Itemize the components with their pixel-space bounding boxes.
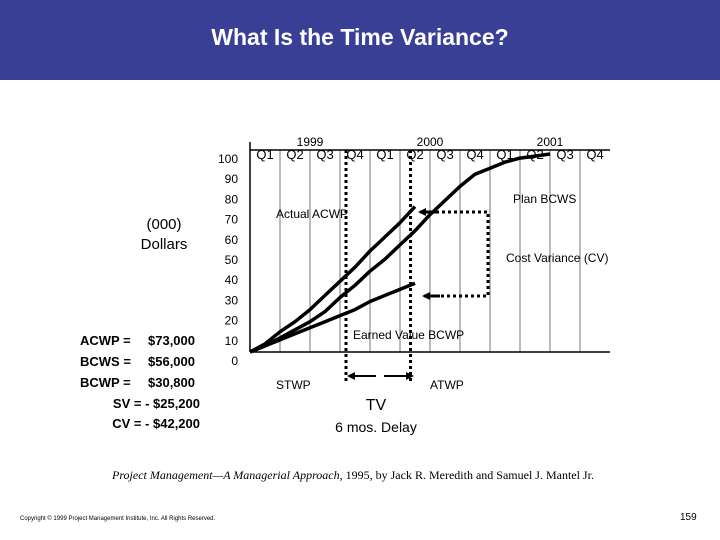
series-line-actual-acwp <box>249 205 417 354</box>
y-tick-label: 90 <box>225 172 239 186</box>
y-tick-label: 50 <box>225 253 239 267</box>
stat-label: BCWP = <box>80 375 131 390</box>
axes <box>249 142 610 353</box>
stat-value: $30,800 <box>148 375 195 390</box>
units-label-line-1: (000) <box>146 216 182 233</box>
year-label: 1999 <box>297 135 324 149</box>
quarter-label: Q1 <box>256 147 273 162</box>
y-tick-label: 30 <box>225 293 239 307</box>
quarter-label: Q3 <box>436 147 453 162</box>
y-tick-label: 60 <box>225 233 239 247</box>
earned-value-label: Earned Value BCWP <box>353 328 464 342</box>
schedule-variance: SV = - $25,200 <box>112 396 200 411</box>
atwp-label: ATWP <box>430 378 464 392</box>
tv-label: TV <box>366 397 387 414</box>
citation-title: Project Management—A Managerial Approach… <box>112 468 343 482</box>
cost-variance-label: Cost Variance (CV) <box>506 251 608 265</box>
cost-variance-bracket <box>424 210 490 298</box>
quarter-label: Q4 <box>586 147 603 162</box>
units-label-line-2: Dollars <box>140 236 188 253</box>
delay-label: 6 mos. Delay <box>335 419 417 435</box>
y-tick-label: 100 <box>218 152 238 166</box>
series <box>249 152 551 354</box>
citation-rest: 1995, by Jack R. Meredith and Samuel J. … <box>342 468 594 482</box>
quarter-label: Q1 <box>496 147 513 162</box>
quarter-label: Q3 <box>316 147 333 162</box>
annotations: Plan BCWS Actual ACWP Cost Variance (CV) Ea… <box>276 150 608 435</box>
stat-value: $56,000 <box>148 354 195 369</box>
citation: Project Management—A Managerial Approach… <box>112 468 594 483</box>
page-number: 159 <box>680 512 697 523</box>
y-tick-label: 10 <box>225 334 239 348</box>
actual-acwp-label: Actual ACWP <box>276 207 348 221</box>
quarter-label: Q4 <box>466 147 483 162</box>
quarter-label: Q2 <box>286 147 303 162</box>
y-tick-label: 20 <box>225 314 239 328</box>
quarter-label: Q4 <box>346 147 363 162</box>
y-tick-label: 80 <box>225 192 239 206</box>
stwp-label: STWP <box>276 378 311 392</box>
series-line-earned-value-bcwp <box>249 281 416 354</box>
stat-label: BCWS = <box>80 354 131 369</box>
quarter-label: Q1 <box>376 147 393 162</box>
cost-variance: CV = - $42,200 <box>112 416 200 431</box>
stat-label: ACWP = <box>80 333 131 348</box>
year-label: 2000 <box>417 135 444 149</box>
stat-value: $73,000 <box>148 333 195 348</box>
year-label: 2001 <box>537 135 564 149</box>
y-tick-label: 40 <box>225 273 239 287</box>
quarter-label: Q3 <box>556 147 573 162</box>
units-label: (000) Dollars <box>124 215 204 255</box>
series-line-plan-bcws <box>249 152 551 354</box>
y-tick-label: 0 <box>231 354 238 368</box>
y-tick-label: 70 <box>225 213 239 227</box>
copyright: Copyright © 1999 Project Management Inst… <box>20 516 216 522</box>
plan-bcws-label: Plan BCWS <box>513 192 576 206</box>
page-title: What Is the Time Variance? <box>211 24 509 50</box>
quarter-label: Q2 <box>406 147 423 162</box>
title-banner: What Is the Time Variance? <box>0 0 720 80</box>
